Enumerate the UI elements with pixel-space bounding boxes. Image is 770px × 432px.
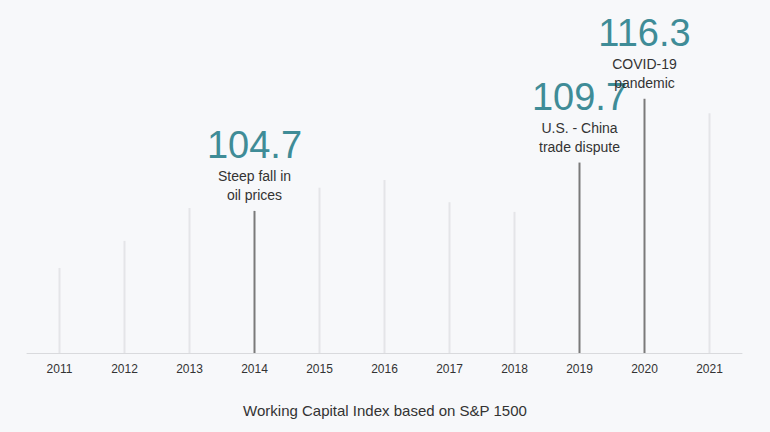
svg-text:2016: 2016: [371, 362, 398, 376]
svg-text:2013: 2013: [176, 362, 203, 376]
svg-text:2019: 2019: [566, 362, 593, 376]
svg-text:oil prices: oil prices: [227, 187, 282, 203]
svg-text:trade dispute: trade dispute: [539, 139, 620, 155]
svg-text:109.7: 109.7: [532, 76, 627, 118]
svg-text:COVID-19: COVID-19: [612, 56, 677, 72]
svg-text:2014: 2014: [241, 362, 268, 376]
svg-text:2017: 2017: [436, 362, 463, 376]
svg-text:2011: 2011: [47, 362, 73, 376]
svg-text:116.3: 116.3: [598, 12, 690, 54]
svg-text:pandemic: pandemic: [614, 75, 675, 91]
svg-text:2020: 2020: [631, 362, 658, 376]
svg-text:2018: 2018: [501, 362, 528, 376]
svg-text:Steep fall in: Steep fall in: [218, 168, 291, 184]
svg-text:2012: 2012: [111, 362, 138, 376]
svg-text:2015: 2015: [306, 362, 333, 376]
svg-text:U.S. - China: U.S. - China: [541, 120, 617, 136]
svg-text:2021: 2021: [696, 362, 723, 376]
svg-text:104.7: 104.7: [207, 124, 302, 166]
svg-text:Working Capital Index based on: Working Capital Index based on S&P 1500: [243, 402, 527, 419]
